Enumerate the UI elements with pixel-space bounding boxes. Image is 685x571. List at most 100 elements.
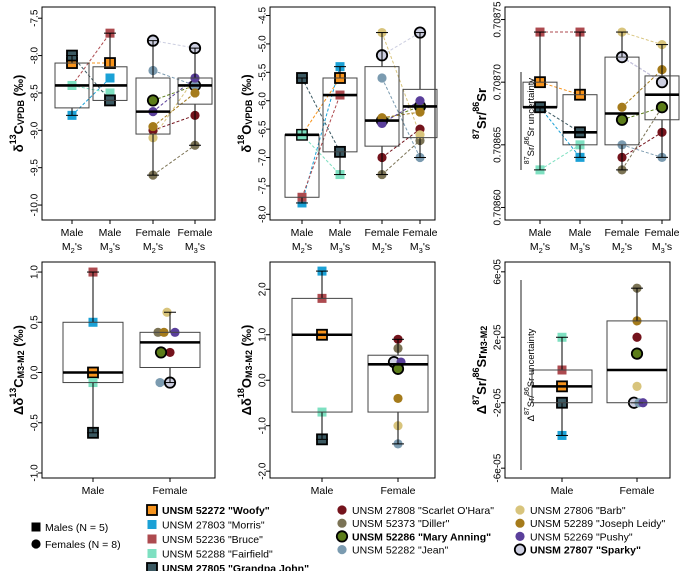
pair-line-morris [71, 77, 111, 116]
y-tick-label: 0.0 [30, 365, 41, 379]
box-iqr [139, 331, 201, 368]
y-tick-label: 1.0 [258, 327, 269, 341]
legend-item-scarlet: UNSM 27808 "Scarlet O'Hara" [337, 505, 494, 517]
data-points [296, 26, 427, 208]
pair-line-joseph [381, 111, 421, 119]
x-tick-sublabel: M2's [372, 241, 392, 255]
y-tick-label: -7.0 [258, 148, 269, 166]
legend-label-barb: UNSM 27806 "Barb" [530, 505, 626, 517]
y-tick-label: -7.5 [258, 177, 269, 195]
legend-marker-fairfield [147, 549, 157, 558]
uncertainty-label: 87Sr/86Sr uncertainty [524, 78, 537, 165]
point-joseph [415, 107, 425, 117]
pair-line-jean [621, 144, 663, 158]
legend-label-bruce: UNSM 52236 "Bruce" [162, 534, 263, 546]
x-tick-label: Male [329, 227, 352, 239]
y-axis-title: Δδ18OM3-M2 (‰) [236, 325, 254, 416]
box-iqr [367, 354, 429, 413]
y-tick-label: -1.0 [30, 464, 41, 482]
x-tick-label: Female [152, 485, 187, 497]
y-tick-label: 0.5 [30, 315, 41, 329]
point-mary [655, 101, 669, 114]
pair-line-fairfield [301, 134, 341, 175]
x-tick-label: Female [402, 227, 437, 239]
box-iqr [364, 66, 400, 147]
x-tick-label: Female [135, 227, 170, 239]
point-pushy [415, 96, 425, 106]
y-tick-label: 2.0 [258, 282, 269, 296]
pair-line-morris [539, 106, 581, 158]
panel-p4: 1.0 0.5 0.0 -0.5 -1.0 Δδ13CM3-M2 (‰) Male Femal… [8, 261, 216, 497]
legend-label-morris: UNSM 27803 "Morris" [162, 520, 265, 532]
x-tick-sublabel: M3's [100, 241, 120, 255]
legend-item-morris: UNSM 27803 "Morris" [147, 520, 265, 532]
x-tick-sublabel: M3's [185, 241, 205, 255]
pair-line-fairfield [539, 144, 581, 171]
legend-item-mary: UNSM 52286 "Mary Anning" [335, 530, 491, 543]
box-iqr [604, 56, 640, 146]
legend: Males (N = 5) Females (N = 8) UNSM 52272 "… [31, 504, 666, 571]
box-1 [92, 32, 128, 101]
x-tick-label: Male [291, 227, 314, 239]
x-tick-label: Male [311, 485, 334, 497]
y-axis-title: Δδ13CM3-M2 (‰) [8, 325, 26, 415]
x-tick-label: Female [644, 227, 679, 239]
pair-line-grandpa [539, 106, 581, 133]
legend-marker-woofy [146, 504, 158, 516]
x-tick-sublabel: M2's [143, 241, 163, 255]
y-tick-label: 0.70865 [493, 126, 504, 163]
box-0 [284, 77, 320, 204]
y-axis-title: Δ87Sr/86SrM3-M2 [471, 326, 489, 414]
legend-label-mary: UNSM 52286 "Mary Anning" [352, 531, 491, 543]
pair-line-woofy [301, 77, 341, 136]
pair-line-sparky [621, 56, 663, 83]
box-iqr [402, 88, 438, 139]
y-axis-title: 87Sr/86Sr [471, 88, 489, 139]
box-iqr [291, 297, 353, 413]
legend-males-label: Males (N = 5) [45, 522, 108, 534]
x-tick-label: Female [619, 485, 654, 497]
point-morris [105, 73, 115, 83]
point-mary [154, 346, 168, 359]
x-tick-sublabel: M3's [330, 241, 350, 255]
pair-line-bruce [71, 32, 111, 86]
panel-p6: 6e-05 2e-05 -2e-05 -6e-05 Δ87Sr/86SrM3-M2 Mal… [471, 259, 671, 497]
legend-label-scarlet: UNSM 27808 "Scarlet O'Hara" [352, 505, 494, 517]
x-tick-label: Female [380, 485, 415, 497]
plot-frame [269, 6, 436, 221]
pair-line-joseph [152, 92, 196, 127]
legend-item-fairfield: UNSM 52288 "Fairfield" [147, 549, 273, 561]
x-tick-sublabel: M2's [292, 241, 312, 255]
pair-line-morris [301, 66, 341, 204]
uncertainty-label: Δ87Sr/86Sr uncertainty [524, 328, 537, 421]
point-jean [377, 73, 387, 83]
point-mary [146, 94, 160, 107]
y-tick-label: -4.5 [258, 6, 269, 24]
data-points [534, 27, 669, 175]
y-tick-label: -1.0 [258, 417, 269, 435]
y-tick-label: 2e-05 [493, 324, 504, 350]
box-2 [364, 32, 400, 176]
legend-item-grandpa: UNSM 27805 "Grandpa John" [146, 562, 309, 571]
point-barb [415, 130, 425, 140]
pair-line-mary [381, 105, 421, 122]
legend-label-fairfield: UNSM 52288 "Fairfield" [162, 549, 273, 561]
legend-item-sparky: UNSM 27807 "Sparky" [513, 543, 641, 557]
legend-item-bruce: UNSM 52236 "Bruce" [147, 534, 263, 546]
y-tick-label: -5.0 [258, 35, 269, 53]
pair-line-diller [152, 144, 196, 176]
y-axis-title: δ13CVPDB (‰) [8, 75, 26, 153]
box-iqr [562, 94, 598, 146]
y-tick-label: -2.0 [258, 462, 269, 480]
pair-line-scarlet [381, 128, 421, 158]
point-jean [155, 377, 165, 388]
pair-line-barb [621, 31, 663, 46]
legend-item-pushy: UNSM 52269 "Pushy" [515, 531, 633, 543]
data-points [87, 267, 180, 439]
box-1 [322, 66, 358, 176]
point-joseph [393, 393, 403, 404]
pair-line-woofy [539, 81, 581, 96]
box-iqr [284, 134, 320, 198]
legend-females-label: Females (N = 8) [45, 539, 121, 551]
